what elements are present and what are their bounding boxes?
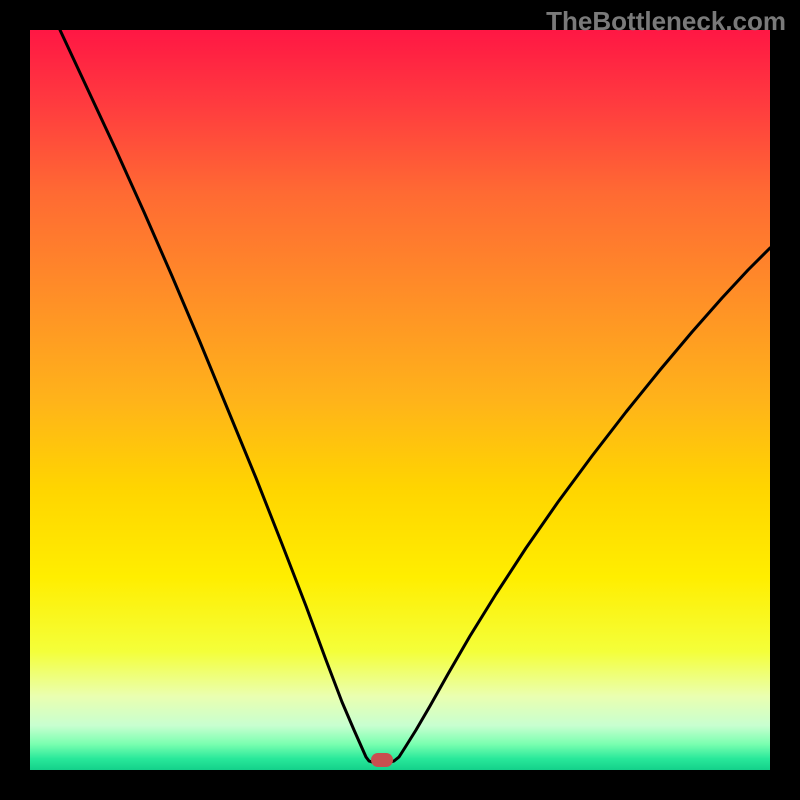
watermark-label: TheBottleneck.com: [546, 6, 786, 37]
bottleneck-chart: TheBottleneck.com: [0, 0, 800, 800]
current-point-marker: [371, 753, 393, 767]
plot-area: [30, 30, 770, 770]
bottleneck-curve: [60, 30, 770, 762]
curve-svg-layer: [30, 30, 770, 770]
